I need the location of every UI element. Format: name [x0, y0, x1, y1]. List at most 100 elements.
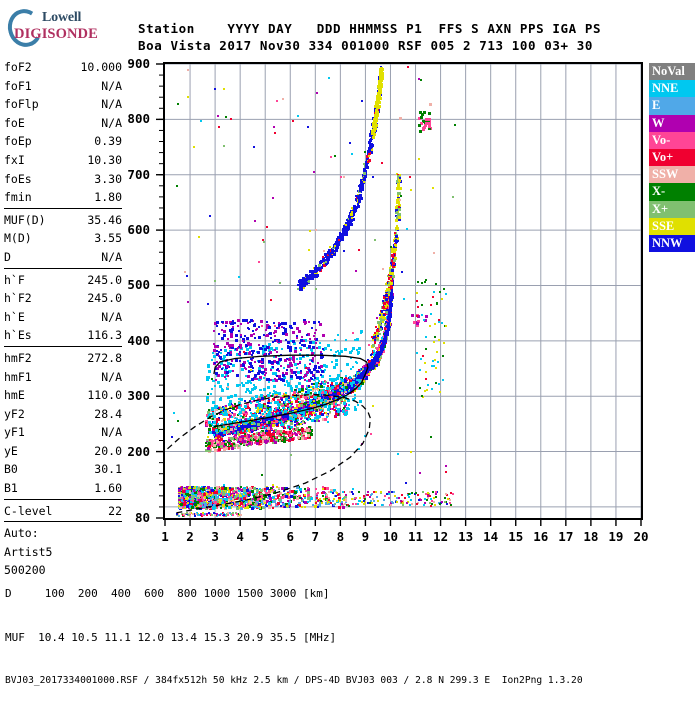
param-row-b0: B0 30.1: [4, 460, 122, 479]
param-row-he: h`E N/A: [4, 308, 122, 327]
param-key: foF2: [4, 58, 32, 77]
param-divider: [4, 499, 122, 500]
footer-info: D 100 200 400 600 800 1000 1500 3000 [km…: [5, 558, 583, 703]
legend-item-x[interactable]: X+: [649, 201, 695, 218]
param-divider: [4, 208, 122, 209]
param-value: N/A: [101, 368, 122, 387]
param-key: yF2: [4, 405, 25, 424]
param-key: foEs: [4, 170, 32, 189]
y-axis-label-500: 500: [108, 277, 150, 292]
legend-item-vo[interactable]: Vo+: [649, 149, 695, 166]
legend-item-nne[interactable]: NNE: [649, 80, 695, 97]
param-value: N/A: [101, 77, 122, 96]
y-axis-label-900: 900: [108, 56, 150, 71]
legend-item-w[interactable]: W: [649, 115, 695, 132]
legend-item-sse[interactable]: SSE: [649, 218, 695, 235]
y-axis-label-600: 600: [108, 222, 150, 237]
param-value: 28.4: [94, 405, 122, 424]
param-key: foF1: [4, 77, 32, 96]
param-row-yf1: yF1 N/A: [4, 423, 122, 442]
grid-lines: [165, 64, 641, 518]
legend-item-noval[interactable]: NoVal: [649, 63, 695, 80]
y-axis-label-80: 80: [108, 510, 150, 525]
param-key: h`F: [4, 271, 25, 290]
param-key: h`E: [4, 308, 25, 327]
param-key: C-level: [4, 502, 52, 521]
logo-brand-top: Lowell: [42, 10, 81, 26]
param-value: 30.1: [94, 460, 122, 479]
param-divider: [4, 521, 122, 522]
param-row-hmf1: hmF1 N/A: [4, 368, 122, 387]
param-divider: [4, 268, 122, 269]
y-axis-label-700: 700: [108, 167, 150, 182]
param-key: hmF2: [4, 349, 32, 368]
param-key: yE: [4, 442, 18, 461]
legend-item-vo[interactable]: Vo-: [649, 132, 695, 149]
param-value: N/A: [101, 248, 122, 267]
param-value: 272.8: [87, 349, 122, 368]
station-header: Station YYYY DAY DDD HHMMSS P1 FFS S AXN…: [138, 20, 601, 54]
param-auto-label: Auto:: [4, 524, 122, 543]
logo-brand-bottom: DIGISONDE: [14, 26, 98, 43]
param-value: 1.60: [94, 479, 122, 498]
y-axis-label-300: 300: [108, 388, 150, 403]
param-key: fxI: [4, 151, 25, 170]
param-divider: [4, 346, 122, 347]
param-row-foep: foEp 0.39: [4, 132, 122, 151]
param-row-d: D N/A: [4, 248, 122, 267]
y-axis-label-200: 200: [108, 444, 150, 459]
legend-item-e[interactable]: E: [649, 97, 695, 114]
legend-item-ssw[interactable]: SSW: [649, 166, 695, 183]
lowell-digisonde-logo: Lowell DIGISONDE: [6, 4, 118, 46]
param-key: M(D): [4, 229, 32, 248]
param-key: MUF(D): [4, 211, 46, 230]
param-key: B1: [4, 479, 18, 498]
param-key: hmE: [4, 386, 25, 405]
param-key: h`Es: [4, 326, 32, 345]
y-axis-label-400: 400: [108, 333, 150, 348]
param-row-md: M(D)3.55: [4, 229, 122, 248]
param-value: N/A: [101, 308, 122, 327]
param-key: fmin: [4, 188, 32, 207]
param-value: N/A: [101, 423, 122, 442]
param-row-b1: B1 1.60: [4, 479, 122, 498]
param-key: yF1: [4, 423, 25, 442]
param-key: foFlp: [4, 95, 39, 114]
ionogram-canvas: [165, 64, 641, 518]
footer-file-row: BVJ03_2017334001000.RSF / 384fx512h 50 k…: [5, 674, 583, 689]
param-row-mufd: MUF(D)35.46: [4, 211, 122, 230]
param-key: h`F2: [4, 289, 32, 308]
param-key: D: [4, 248, 11, 267]
param-key: foEp: [4, 132, 32, 151]
param-value: 1.80: [94, 188, 122, 207]
param-key: foE: [4, 114, 25, 133]
x-axis-label-20: 20: [626, 529, 656, 544]
param-row-fmin: fmin 1.80: [4, 188, 122, 207]
param-row-hmf2: hmF2 272.8: [4, 349, 122, 368]
footer-muf-row: MUF 10.4 10.5 11.1 12.0 13.4 15.3 20.9 3…: [5, 631, 583, 646]
y-axis-label-800: 800: [108, 111, 150, 126]
ionogram-plot[interactable]: [163, 62, 643, 520]
legend-item-x[interactable]: X-: [649, 183, 695, 200]
footer-distance-row: D 100 200 400 600 800 1000 1500 3000 [km…: [5, 587, 583, 602]
param-row-yf2: yF2 28.4: [4, 405, 122, 424]
param-row-fof1: foF1 N/A: [4, 77, 122, 96]
legend-item-nnw[interactable]: NNW: [649, 235, 695, 252]
echo-points: [171, 66, 456, 517]
param-key: hmF1: [4, 368, 32, 387]
param-value: 0.39: [94, 132, 122, 151]
param-key: B0: [4, 460, 18, 479]
